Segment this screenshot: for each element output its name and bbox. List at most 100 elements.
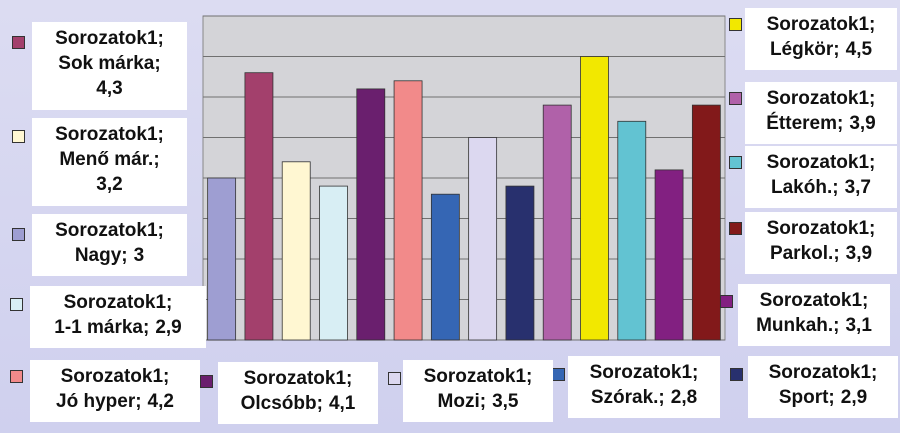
bar bbox=[691, 104, 721, 341]
data-label: Sorozatok1; Olcsóbb; 4,1 bbox=[218, 362, 378, 424]
label-line: Sorozatok1; bbox=[405, 364, 551, 389]
separator: ; bbox=[828, 387, 835, 408]
separator: ; bbox=[346, 368, 353, 389]
data-label: Sorozatok1; Menő már.; 3,2 bbox=[32, 118, 187, 206]
separator: ; bbox=[869, 88, 876, 109]
separator: ; bbox=[526, 366, 533, 387]
bar bbox=[244, 72, 274, 341]
label-line: Légkör; 4,5 bbox=[747, 37, 895, 62]
label-line: 4,3 bbox=[34, 76, 185, 101]
category: Mozi bbox=[437, 391, 480, 412]
bar bbox=[356, 88, 386, 341]
label-line: Lakóh.; 3,7 bbox=[747, 175, 895, 200]
bar bbox=[505, 185, 535, 341]
separator: ; bbox=[142, 317, 150, 338]
data-label: Sorozatok1; Munkah.; 3,1 bbox=[738, 284, 890, 346]
series-name: Sorozatok1 bbox=[423, 366, 527, 387]
legend-key bbox=[12, 36, 25, 49]
separator: ; bbox=[154, 53, 161, 74]
separator: ; bbox=[871, 362, 878, 383]
label-line: Sorozatok1; bbox=[747, 12, 895, 37]
bar bbox=[393, 80, 423, 341]
value-label: 3,7 bbox=[844, 177, 871, 198]
separator: ; bbox=[869, 14, 876, 35]
label-line: Sorozatok1; bbox=[750, 360, 896, 385]
legend-key bbox=[552, 368, 565, 381]
series-name: Sorozatok1 bbox=[759, 290, 863, 311]
label-line: Sorozatok1; bbox=[32, 290, 204, 315]
label-line: Menő már.; bbox=[34, 147, 185, 172]
data-label: Sorozatok1; Lakóh.; 3,7 bbox=[745, 146, 897, 208]
separator: ; bbox=[833, 243, 840, 264]
legend-key bbox=[720, 295, 733, 308]
series-name: Sorozatok1 bbox=[55, 220, 158, 241]
label-line: Sorozatok1; bbox=[32, 364, 198, 389]
category: Nagy bbox=[74, 245, 122, 266]
separator: ; bbox=[121, 245, 128, 266]
value-label: 3,1 bbox=[845, 315, 872, 336]
label-line: Nagy; 3 bbox=[34, 243, 185, 268]
legend-key bbox=[12, 130, 25, 143]
data-label: Sorozatok1; Sok márka; 4,3 bbox=[32, 22, 187, 110]
label-line: Jó hyper; 4,2 bbox=[32, 389, 198, 414]
value-label: 2,9 bbox=[155, 317, 182, 338]
legend-key bbox=[388, 372, 401, 385]
separator: ; bbox=[157, 220, 164, 241]
label-line: Olcsóbb; 4,1 bbox=[220, 391, 376, 416]
series-name: Sorozatok1 bbox=[766, 88, 870, 109]
bar bbox=[580, 56, 609, 341]
separator: ; bbox=[166, 292, 173, 313]
separator: ; bbox=[833, 315, 840, 336]
separator: ; bbox=[869, 218, 876, 239]
label-line: Sorozatok1; bbox=[220, 366, 376, 391]
label-line: Sorozatok1; bbox=[34, 122, 185, 147]
legend-key bbox=[10, 370, 23, 383]
legend-key bbox=[730, 368, 743, 381]
bar bbox=[430, 193, 460, 341]
legend-key bbox=[12, 228, 25, 241]
separator: ; bbox=[157, 124, 164, 145]
value-label: 3,9 bbox=[849, 113, 876, 134]
category: Sok márka bbox=[58, 53, 155, 74]
series-name: Sorozatok1 bbox=[766, 152, 870, 173]
data-label: Sorozatok1; Étterem; 3,9 bbox=[745, 82, 897, 144]
label-line: Sorozatok1; bbox=[570, 360, 718, 385]
label-line: Sorozatok1; bbox=[747, 150, 895, 175]
label-line: Szórak.; 2,8 bbox=[570, 385, 718, 410]
category: Olcsóbb bbox=[240, 393, 317, 414]
bar bbox=[281, 161, 311, 341]
value-label: 4,5 bbox=[845, 39, 873, 60]
separator: ; bbox=[833, 39, 840, 60]
category: Lakóh. bbox=[771, 177, 833, 198]
series-name: Sorozatok1 bbox=[768, 362, 872, 383]
separator: ; bbox=[658, 387, 665, 408]
label-line: Parkol.; 3,9 bbox=[747, 241, 895, 266]
value-label: 2,9 bbox=[840, 387, 868, 408]
label-line: Étterem; 3,9 bbox=[747, 111, 895, 136]
series-name: Sorozatok1 bbox=[55, 124, 158, 145]
series-name: Sorozatok1 bbox=[766, 14, 870, 35]
data-label: Sorozatok1; Jó hyper; 4,2 bbox=[30, 360, 200, 422]
legend-key bbox=[729, 222, 742, 235]
category: Étterem bbox=[766, 113, 837, 134]
category: Menő már. bbox=[59, 149, 154, 170]
legend-key bbox=[200, 375, 213, 388]
bar bbox=[617, 120, 647, 341]
label-line: 1-1 márka; 2,9 bbox=[32, 315, 204, 340]
category: Sport bbox=[778, 387, 829, 408]
separator: ; bbox=[135, 391, 142, 412]
value-label: 2,8 bbox=[670, 387, 698, 408]
series-name: Sorozatok1 bbox=[243, 368, 347, 389]
data-label: Sorozatok1; Sport; 2,9 bbox=[748, 356, 898, 418]
value-label: 3,5 bbox=[492, 391, 519, 412]
category: 1-1 márka bbox=[54, 317, 143, 338]
legend-key bbox=[10, 298, 23, 311]
category: Parkol. bbox=[769, 243, 834, 264]
separator: ; bbox=[153, 149, 160, 170]
separator: ; bbox=[157, 28, 164, 49]
value-label: 3 bbox=[133, 245, 145, 266]
separator: ; bbox=[837, 113, 844, 134]
separator: ; bbox=[862, 290, 869, 311]
